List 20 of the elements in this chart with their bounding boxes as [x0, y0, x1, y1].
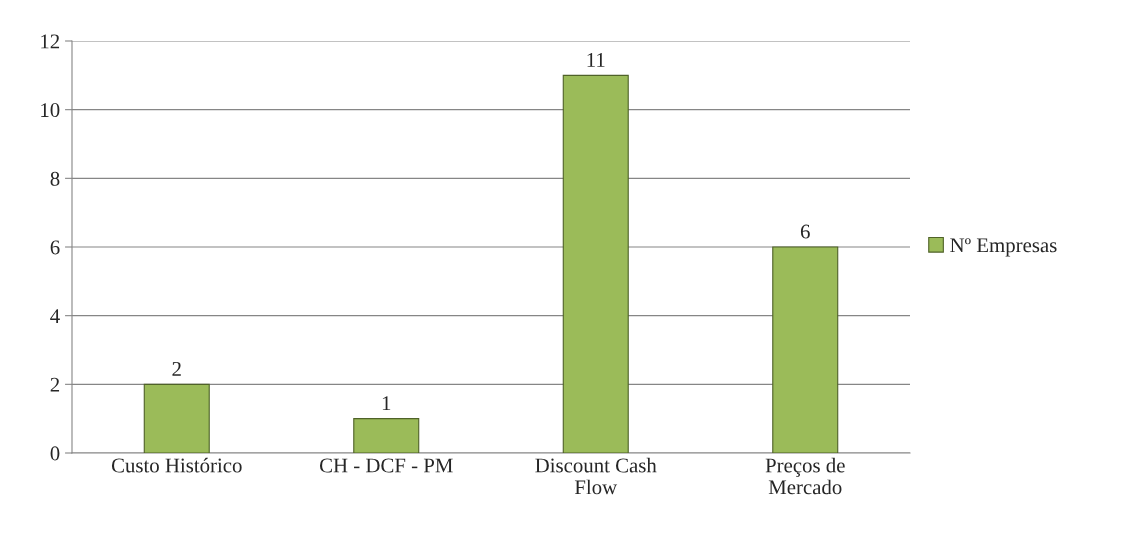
data-label: 1 — [382, 396, 391, 411]
x-tick-label: CH - DCF - PM — [319, 458, 453, 473]
bar — [562, 74, 629, 453]
y-tick-label: 12 — [41, 34, 60, 49]
x-tick-label: Custo Histórico — [111, 457, 242, 473]
y-tick-label: 2 — [50, 377, 60, 392]
y-tick-label: 6 — [50, 240, 60, 255]
y-tick-label: 0 — [50, 446, 60, 461]
bar — [772, 246, 839, 453]
x-tick-label: Preços de Mercado — [765, 457, 845, 495]
data-label: 6 — [800, 224, 810, 239]
data-label: 11 — [587, 52, 605, 67]
bar — [353, 418, 420, 453]
y-tick-label: 8 — [50, 171, 60, 186]
y-tick-label: 10 — [41, 103, 60, 118]
x-tick-label: Discount Cash Flow — [535, 457, 657, 495]
data-label: 2 — [172, 361, 181, 376]
legend-label: Nº Empresas — [950, 238, 1057, 257]
y-tick-label: 4 — [50, 309, 60, 323]
bar — [143, 383, 210, 453]
